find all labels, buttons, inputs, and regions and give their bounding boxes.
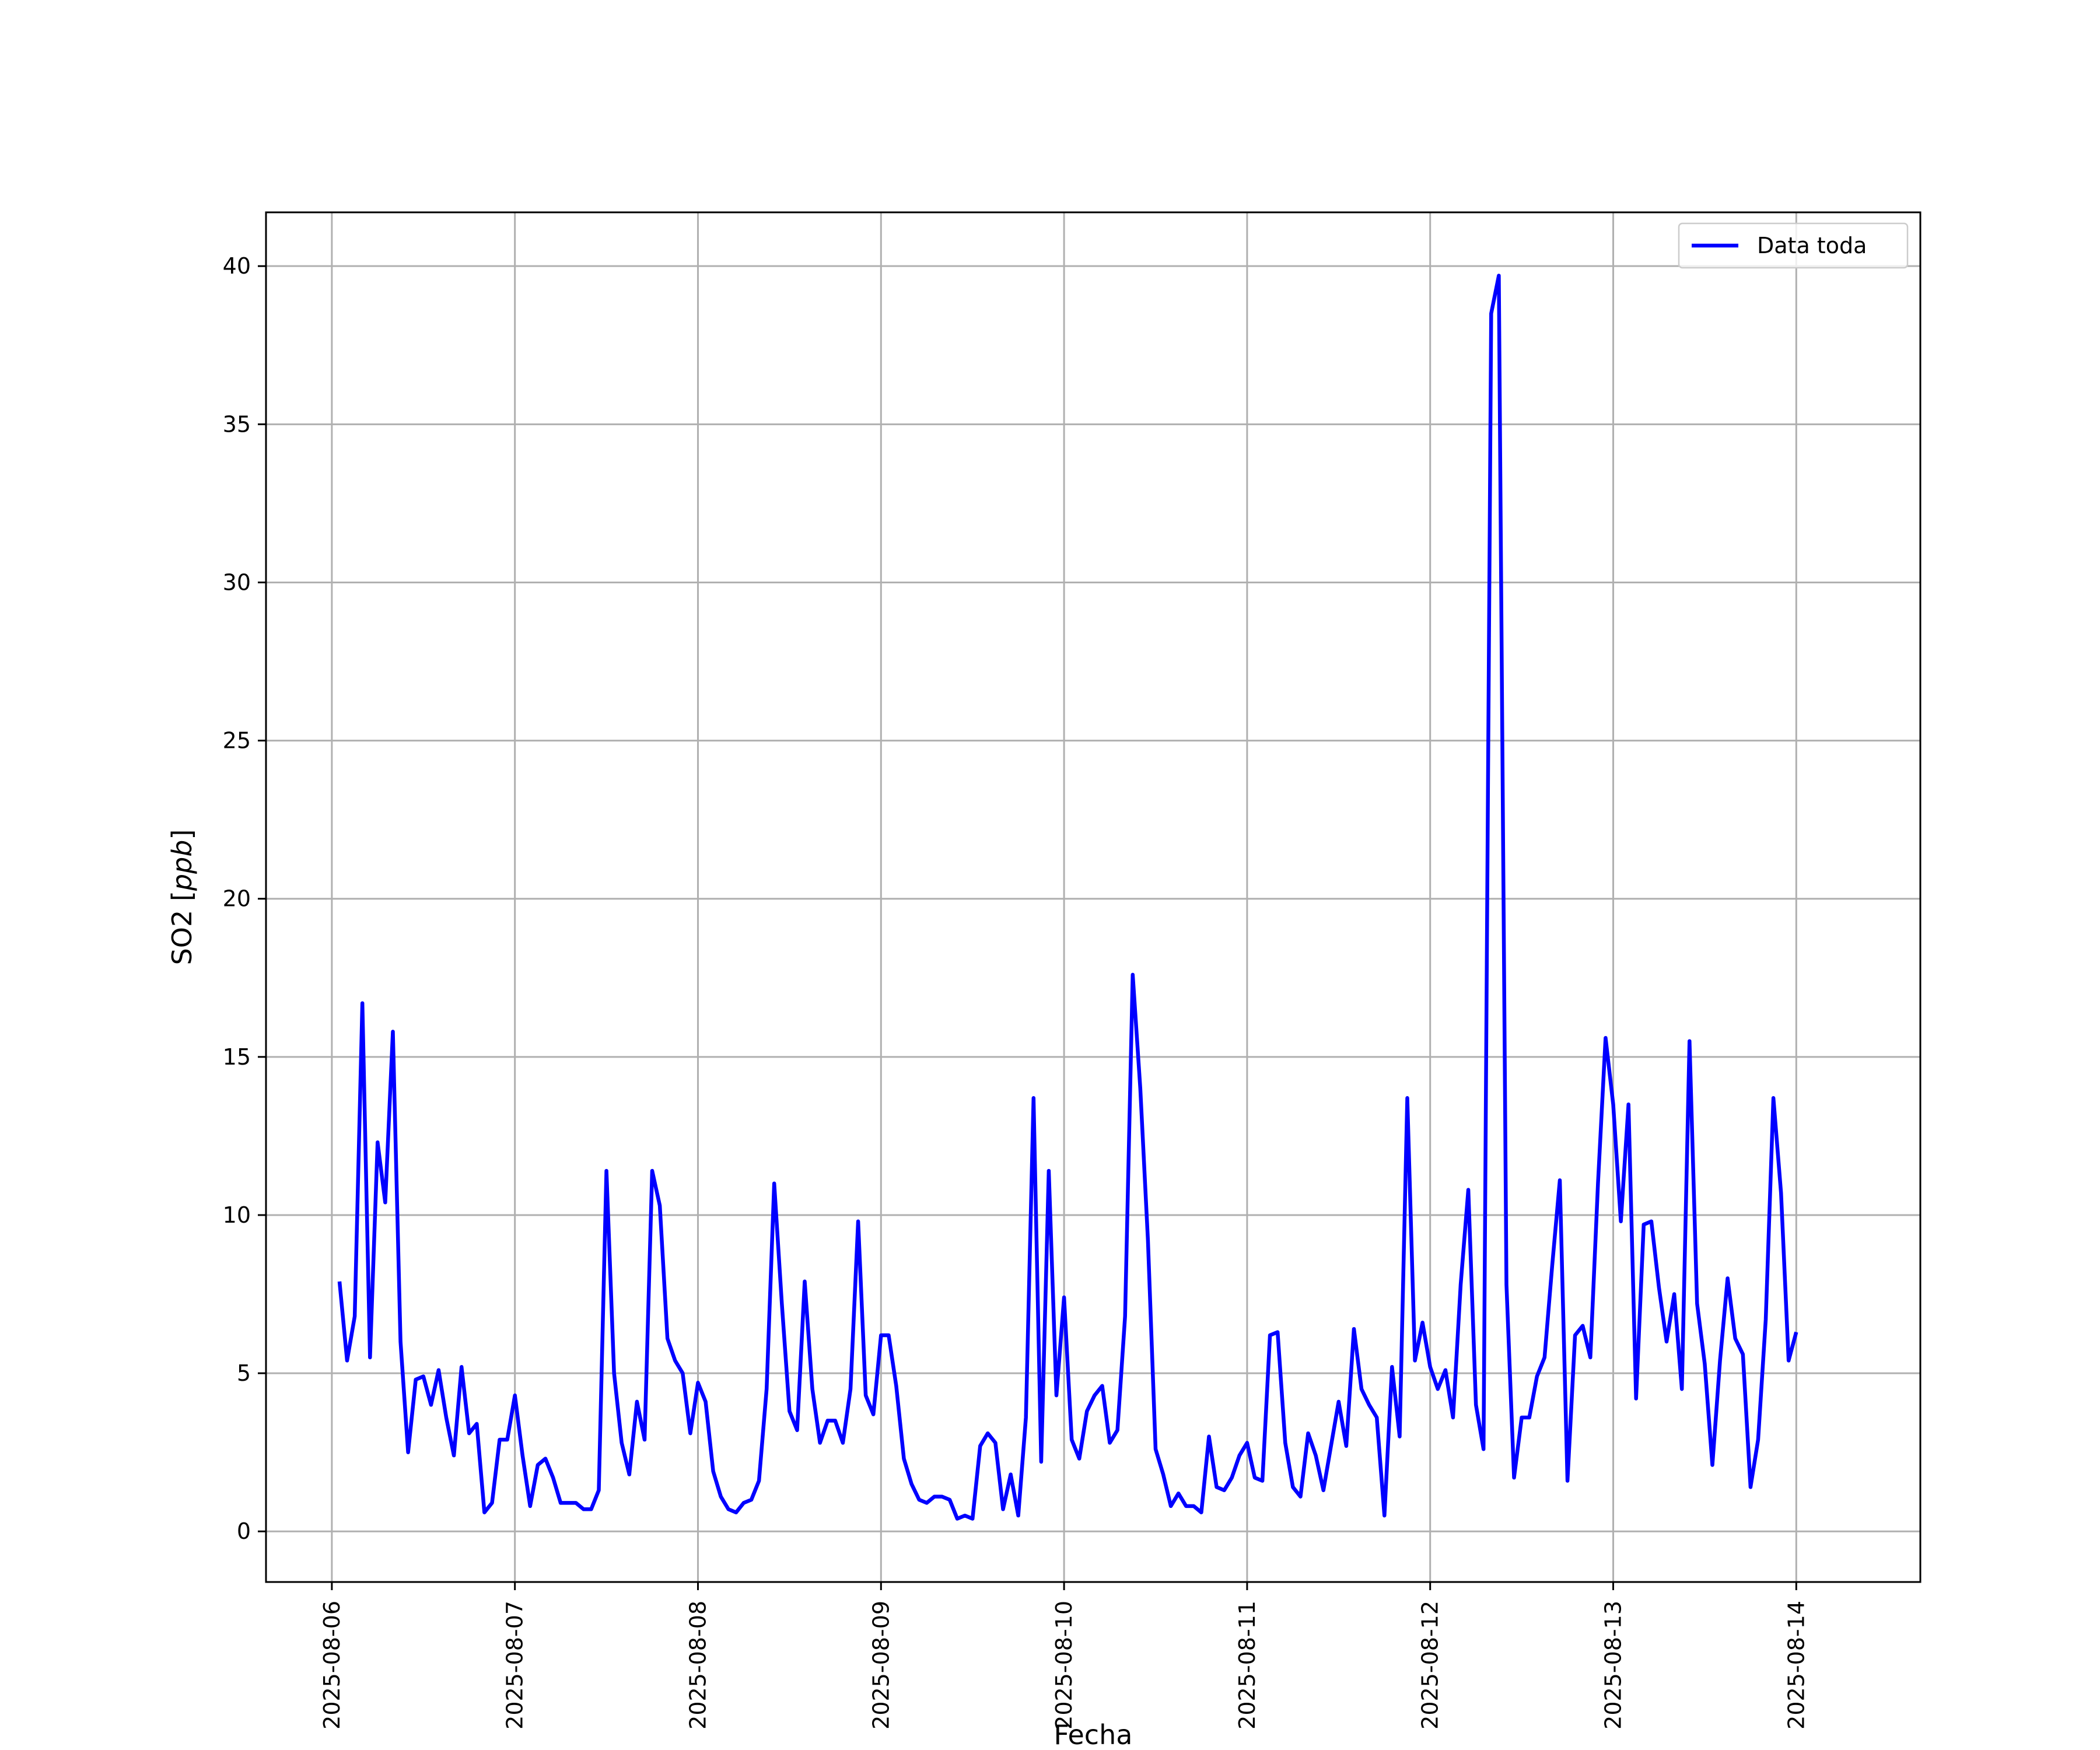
x-tick-label: 2025-08-06: [319, 1601, 345, 1730]
y-tick-label: 25: [223, 728, 251, 754]
legend: Data toda: [1678, 222, 1909, 269]
x-tick-label: 2025-08-14: [1783, 1601, 1809, 1730]
legend-box: [1678, 222, 1909, 269]
x-axis-ticks: 2025-08-06 2025-08-07 2025-08-08 2025-08-09…: [319, 1582, 1809, 1730]
y-tick-label: 10: [223, 1202, 251, 1228]
legend-label-data-toda: Data toda: [1757, 233, 1867, 258]
x-tick-label: 2025-08-10: [1051, 1601, 1077, 1730]
y-tick-label: 15: [223, 1044, 251, 1070]
x-tick-label: 2025-08-11: [1234, 1601, 1260, 1730]
x-tick-label: 2025-08-09: [868, 1601, 894, 1730]
y-axis-label-open-bracket: [: [166, 891, 198, 901]
y-axis-ticks: 0 5 10 15 20 25 30 35 40: [223, 253, 266, 1544]
x-tick-label: 2025-08-12: [1418, 1601, 1443, 1730]
y-tick-label: 0: [237, 1518, 251, 1544]
x-tick-label: 2025-08-13: [1601, 1601, 1626, 1730]
y-gridlines: [266, 265, 1920, 1532]
y-axis-label-unit: ppb: [166, 840, 198, 892]
y-axis-label-quantity: SO2: [166, 901, 198, 965]
y-tick-label: 30: [223, 569, 251, 595]
plot-area-frame: [265, 211, 1922, 1583]
y-axis-label-close-bracket: ]: [166, 830, 198, 840]
x-tick-label: 2025-08-08: [685, 1601, 710, 1730]
x-gridlines: [331, 212, 1797, 1582]
y-tick-label: 5: [237, 1360, 251, 1386]
y-tick-label: 35: [223, 411, 251, 437]
x-tick-label: 2025-08-07: [502, 1601, 528, 1730]
y-axis-label: SO2 [ppb]: [166, 830, 198, 965]
y-tick-label: 40: [223, 253, 251, 279]
y-tick-label: 20: [223, 886, 251, 912]
x-axis-label: Fecha: [1054, 1719, 1133, 1750]
series-line-data-toda: [337, 274, 1798, 1521]
